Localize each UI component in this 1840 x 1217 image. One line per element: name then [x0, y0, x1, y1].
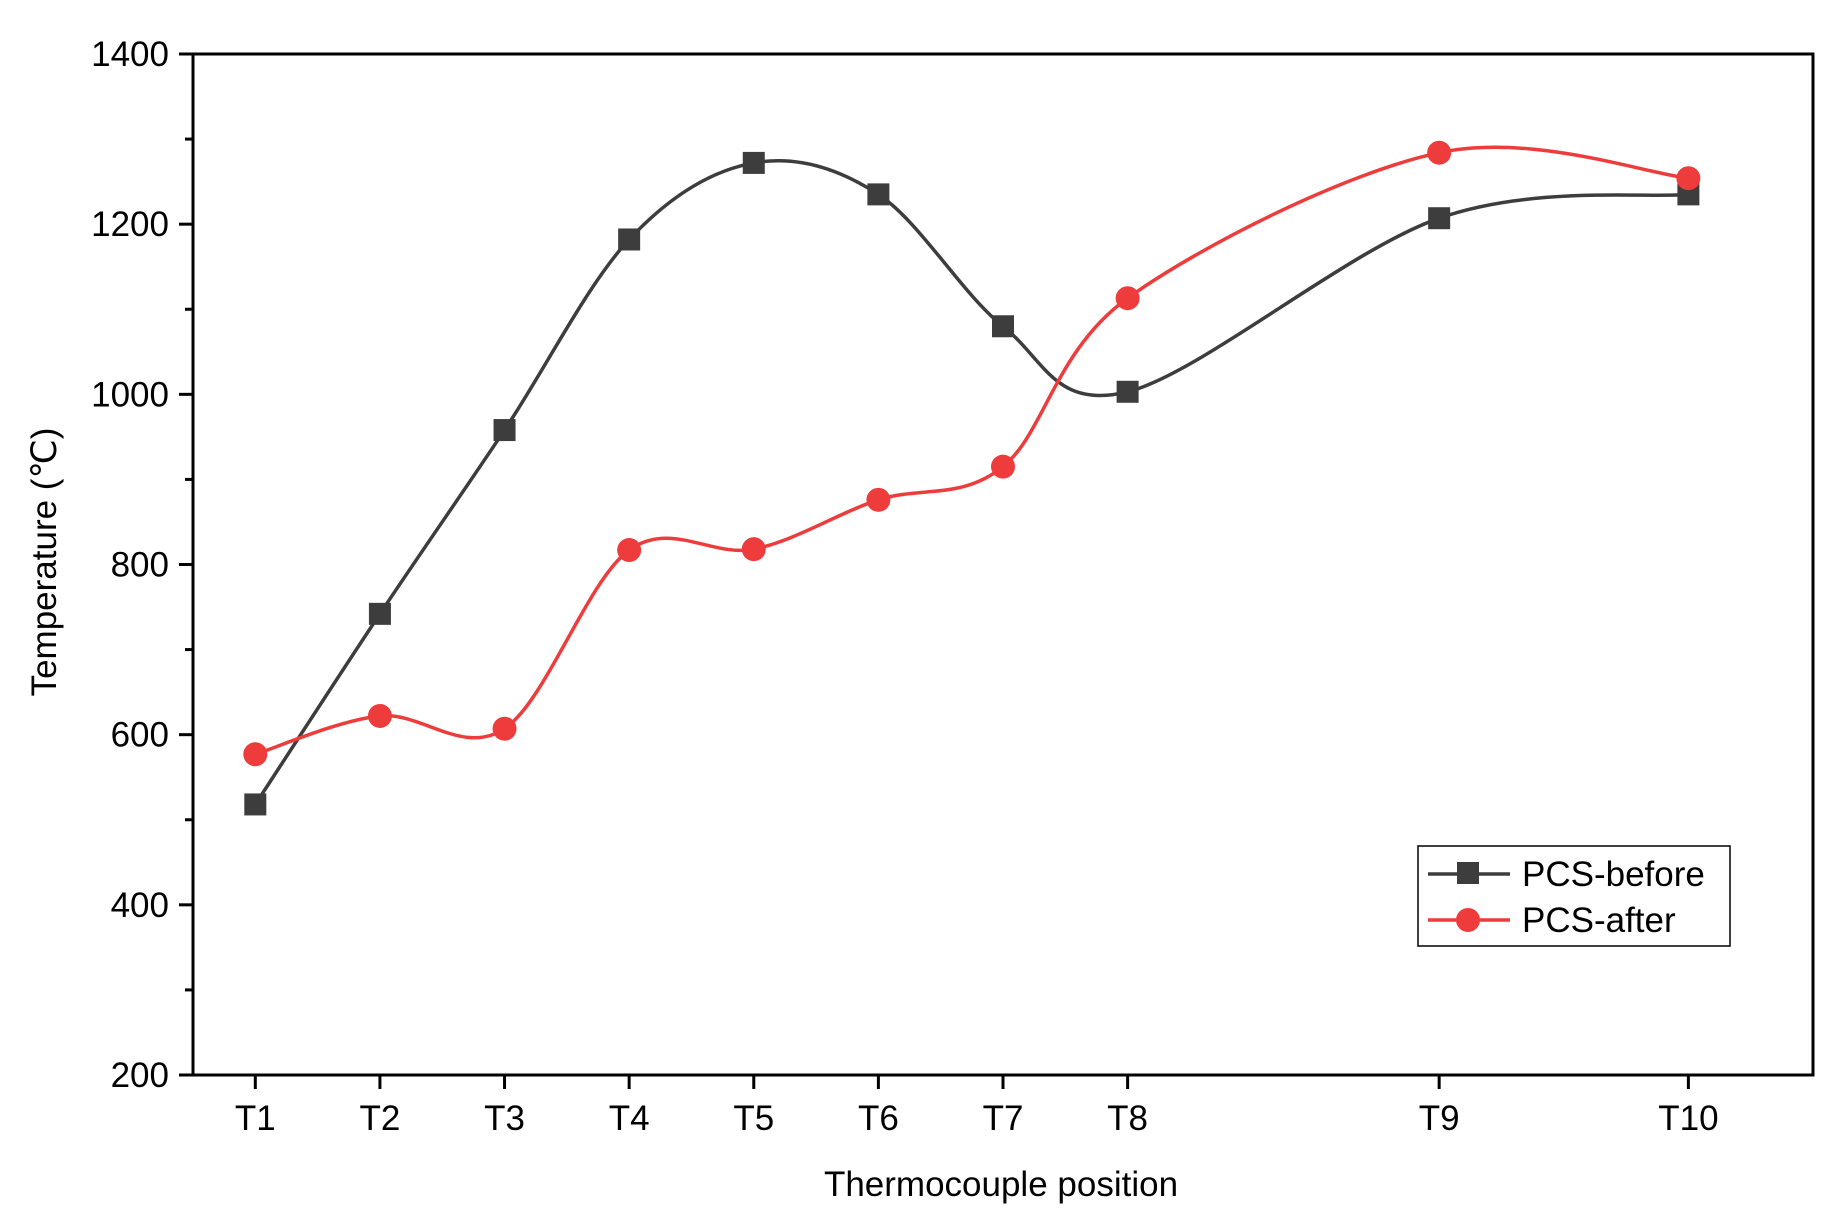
point-pcs-before-t3: [493, 419, 516, 442]
y-tick-label: 400: [111, 886, 169, 925]
x-axis-title: Thermocouple position: [824, 1165, 1178, 1204]
point-pcs-before-t2: [368, 602, 391, 625]
legend-marker-pcs-before: [1457, 862, 1479, 884]
point-pcs-after-t2: [367, 703, 392, 728]
plot-frame: [191, 52, 1815, 1077]
point-pcs-after-t4: [617, 538, 642, 563]
y-tick-label: 800: [111, 546, 169, 585]
y-tick-label: 1000: [91, 375, 169, 414]
x-tick-labels: T1 T2 T3 T4 T5 T6 T7 T8 T9 T10: [235, 1099, 1719, 1138]
series-pcs-before: [244, 151, 1700, 816]
point-pcs-after-t9: [1427, 140, 1452, 165]
y-tick-label: 600: [111, 716, 169, 755]
point-pcs-after-t10: [1676, 166, 1701, 191]
legend-item-pcs-after: PCS-after: [1428, 901, 1676, 940]
legend-item-pcs-before: PCS-before: [1428, 855, 1705, 894]
point-pcs-after-t6: [866, 487, 891, 512]
x-tick-label-t6: T6: [858, 1099, 899, 1138]
point-pcs-after-t8: [1115, 286, 1140, 311]
y-tick-label: 1200: [91, 205, 169, 244]
legend-label-pcs-after: PCS-after: [1522, 901, 1676, 940]
x-tick-label-t10: T10: [1658, 1099, 1718, 1138]
point-pcs-before-t7: [992, 315, 1014, 338]
point-pcs-before-t1: [244, 793, 267, 816]
point-pcs-before-t6: [867, 183, 890, 206]
y-axis-title: Temperature (℃): [25, 428, 64, 697]
legend-label-pcs-before: PCS-before: [1522, 855, 1705, 894]
series-layer: [243, 140, 1701, 816]
series-line-pcs-after: [253, 145, 1691, 756]
series-pcs-after: [243, 140, 1701, 767]
point-pcs-after-t3: [492, 716, 517, 741]
x-tick-label-t1: T1: [235, 1099, 276, 1138]
y-tick-label: 1400: [91, 35, 169, 74]
y-tick-labels: 200 400 600 800 1000 1200 1400: [91, 35, 169, 1095]
point-pcs-before-t10: [1677, 183, 1700, 206]
x-tick-label-t9: T9: [1419, 1099, 1460, 1138]
legend: PCS-before PCS-after: [1417, 845, 1731, 947]
series-line-pcs-before: [253, 158, 1691, 807]
x-tick-label-t2: T2: [359, 1099, 400, 1138]
legend-marker-pcs-after: [1456, 908, 1480, 932]
x-tick-label-t7: T7: [983, 1099, 1024, 1138]
point-pcs-before-t9: [1428, 207, 1451, 230]
point-pcs-before-t4: [618, 228, 641, 251]
x-tick-label-t5: T5: [733, 1099, 774, 1138]
x-tick-label-t8: T8: [1107, 1099, 1148, 1138]
y-tick-marks: [179, 52, 193, 1077]
point-pcs-after-t1: [243, 742, 268, 767]
point-pcs-before-t5: [742, 151, 765, 174]
point-pcs-after-t7: [991, 454, 1015, 479]
x-tick-label-t3: T3: [484, 1099, 525, 1138]
x-tick-label-t4: T4: [609, 1099, 650, 1138]
point-pcs-after-t5: [741, 537, 766, 562]
x-tick-marks: [253, 1075, 1690, 1089]
y-tick-label: 200: [111, 1056, 169, 1095]
point-pcs-before-t8: [1116, 380, 1139, 403]
